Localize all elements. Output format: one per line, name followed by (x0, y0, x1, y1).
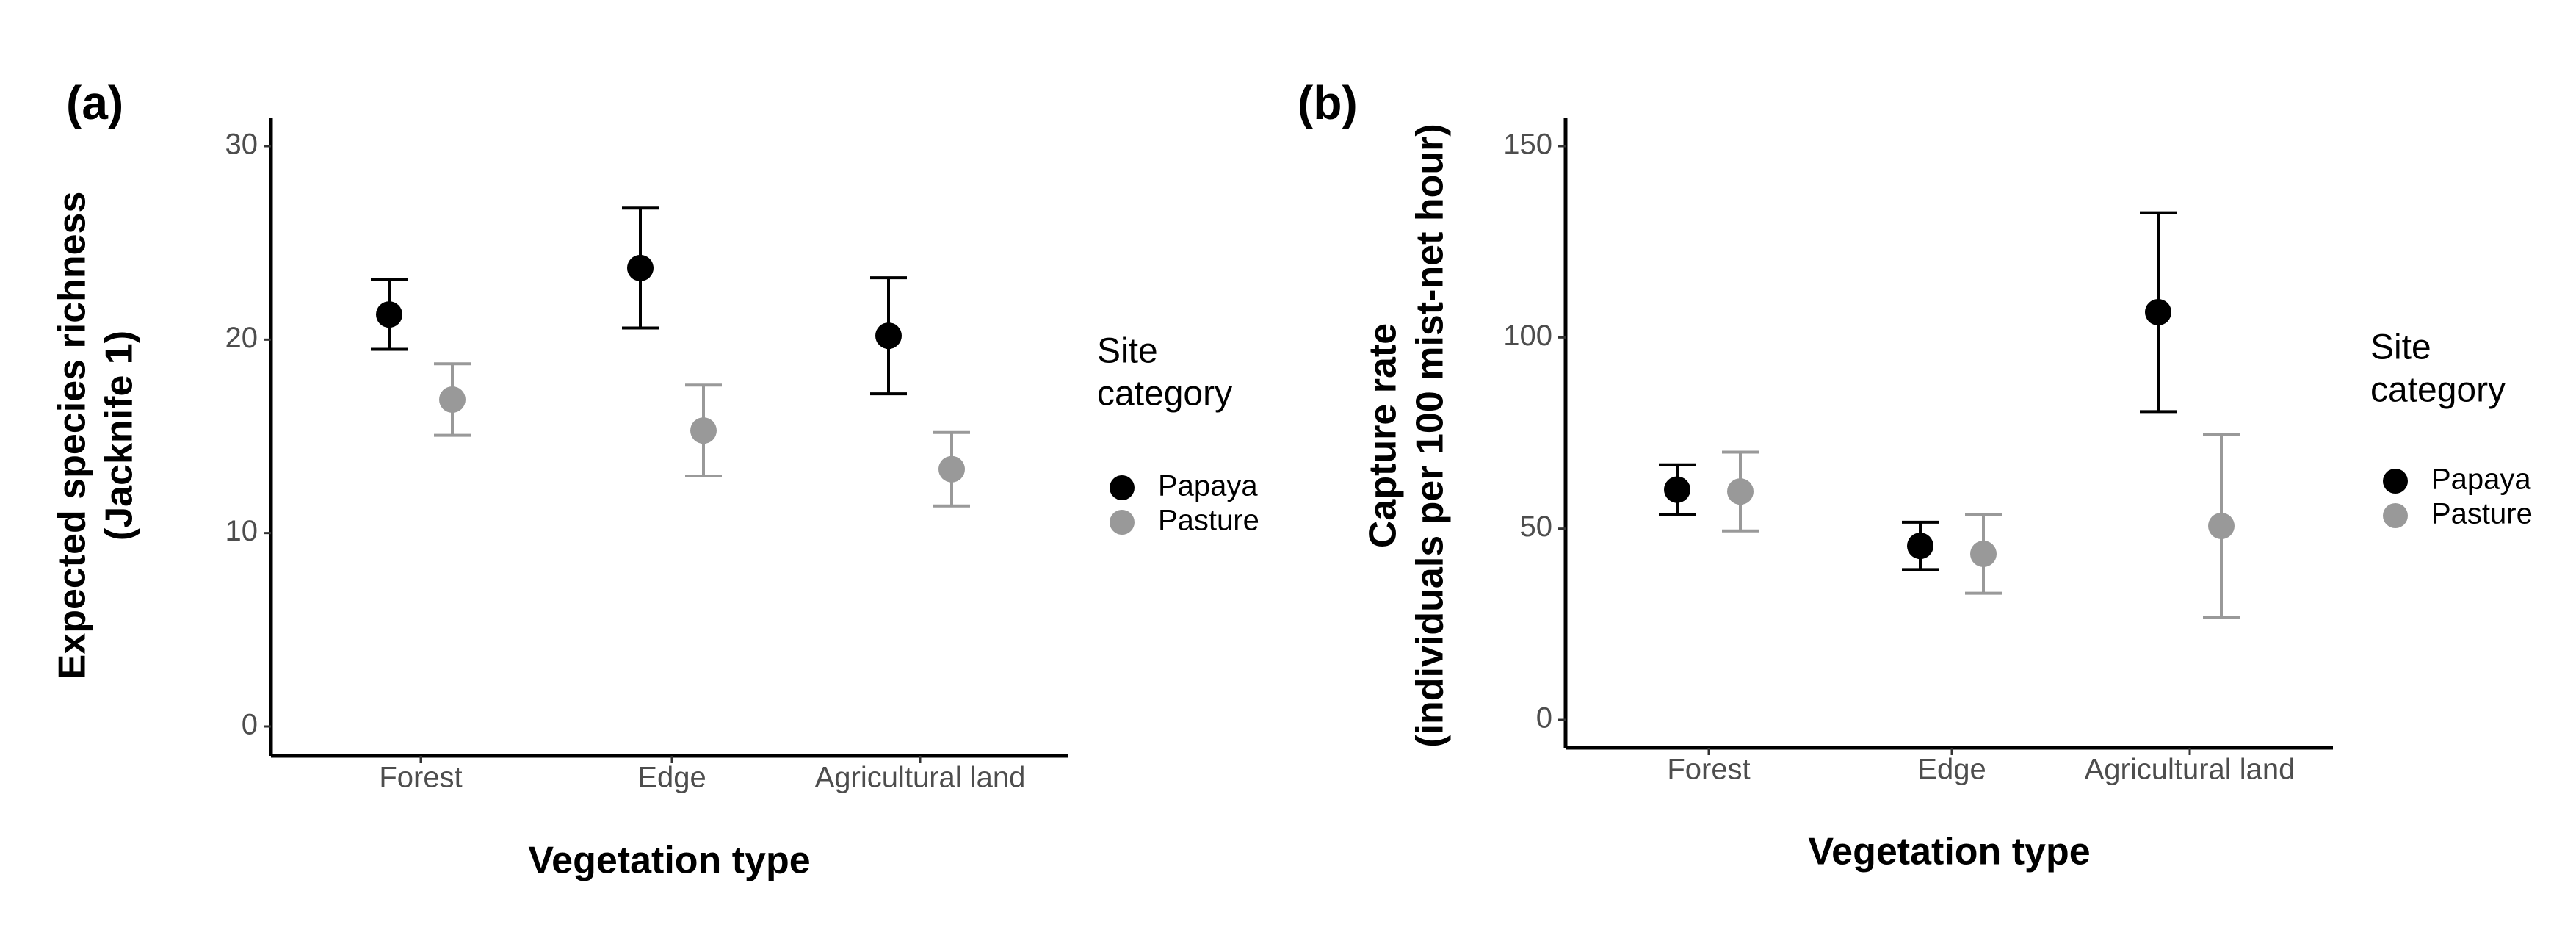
legend-swatch (1110, 510, 1135, 535)
legend-label: Papaya (2431, 464, 2531, 496)
y-tick-label: 30 (225, 129, 258, 161)
legend-swatch (2383, 503, 2408, 528)
y-axis-title: (Jacknife 1) (98, 331, 141, 541)
point (690, 417, 717, 444)
point (1970, 541, 1997, 568)
y-axis-title: Capture rate (1362, 323, 1405, 548)
point (938, 455, 965, 483)
point (1664, 476, 1690, 503)
panel-label: (a) (66, 76, 123, 129)
y-tick-label: 50 (1520, 511, 1553, 543)
point (2208, 513, 2235, 540)
legend-title: category (2370, 371, 2506, 410)
x-axis-title: Vegetation type (1808, 831, 2090, 873)
legend-title: category (1097, 375, 1232, 414)
legend-label: Papaya (1158, 470, 1258, 502)
y-tick-label: 0 (242, 709, 258, 741)
panel-label: (b) (1298, 76, 1358, 129)
y-axis-title: (individuals per 100 mist-net hour) (1409, 123, 1452, 747)
point (1727, 478, 1754, 505)
y-tick-label: 100 (1503, 320, 1552, 352)
point (439, 386, 466, 413)
point (376, 301, 402, 328)
y-tick-label: 150 (1503, 129, 1552, 161)
legend-swatch (2383, 469, 2408, 494)
legend-title: Site (2370, 328, 2431, 367)
point (875, 322, 902, 350)
point (627, 254, 654, 281)
x-tick-label: Forest (1667, 754, 1750, 786)
y-tick-label: 0 (1536, 702, 1552, 735)
legend-label: Pasture (2431, 498, 2533, 530)
x-axis-title: Vegetation type (528, 840, 810, 882)
x-tick-label: Forest (379, 762, 462, 794)
point (1907, 533, 1933, 560)
point (2145, 298, 2171, 325)
x-tick-label: Agricultural land (2085, 754, 2295, 786)
legend-title: Site (1097, 332, 1158, 371)
y-tick-label: 10 (225, 515, 258, 547)
x-tick-label: Edge (1917, 754, 1986, 786)
legend-swatch (1110, 475, 1135, 500)
y-tick-label: 20 (225, 322, 258, 354)
x-tick-label: Edge (637, 762, 706, 794)
legend-label: Pasture (1158, 505, 1259, 537)
x-tick-label: Agricultural land (815, 762, 1026, 794)
y-axis-title: Expected species richness (51, 192, 94, 680)
